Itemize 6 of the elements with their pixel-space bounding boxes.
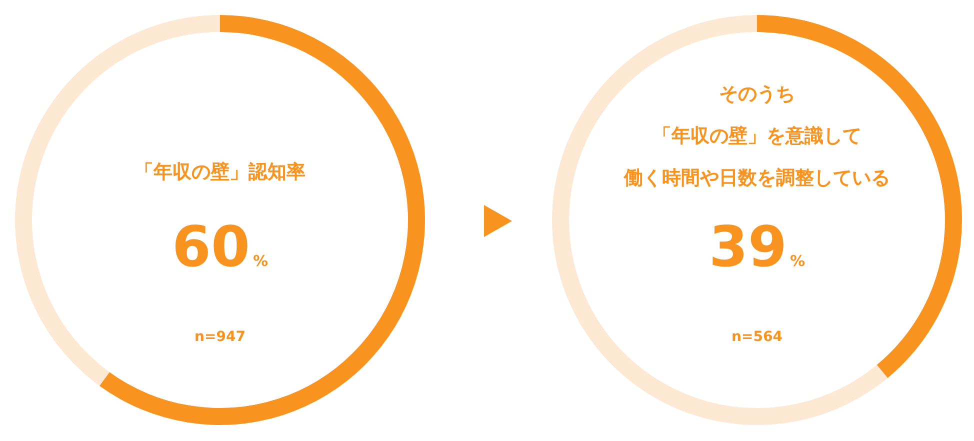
text: 39% — [709, 215, 805, 280]
text: n=947 — [194, 329, 246, 345]
text: n=564 — [732, 329, 783, 345]
text: 「年収の壁」認知率 — [134, 161, 306, 183]
text: そのうち「年収の壁」を意識して働く時間や日数を調整している — [623, 83, 890, 189]
text: 60% — [172, 215, 268, 280]
